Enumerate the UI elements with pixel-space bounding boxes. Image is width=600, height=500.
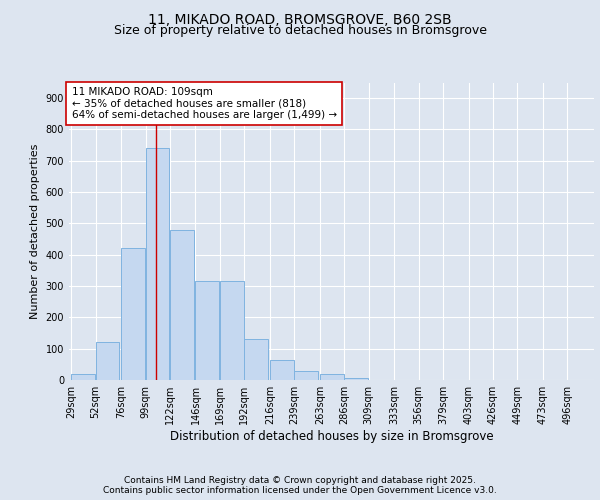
- Bar: [244, 340, 268, 380]
- Bar: [320, 374, 344, 380]
- Text: 11, MIKADO ROAD, BROMSGROVE, B60 2SB: 11, MIKADO ROAD, BROMSGROVE, B60 2SB: [148, 12, 452, 26]
- Bar: [121, 248, 145, 380]
- Bar: [95, 342, 119, 380]
- Bar: [295, 370, 318, 380]
- Text: Contains HM Land Registry data © Crown copyright and database right 2025.
Contai: Contains HM Land Registry data © Crown c…: [103, 476, 497, 495]
- Y-axis label: Number of detached properties: Number of detached properties: [30, 144, 40, 319]
- Bar: [344, 378, 368, 380]
- Bar: [196, 282, 220, 380]
- Bar: [146, 148, 169, 380]
- X-axis label: Distribution of detached houses by size in Bromsgrove: Distribution of detached houses by size …: [170, 430, 493, 443]
- Text: Size of property relative to detached houses in Bromsgrove: Size of property relative to detached ho…: [113, 24, 487, 37]
- Bar: [270, 360, 294, 380]
- Bar: [170, 230, 194, 380]
- Bar: [220, 282, 244, 380]
- Text: 11 MIKADO ROAD: 109sqm
← 35% of detached houses are smaller (818)
64% of semi-de: 11 MIKADO ROAD: 109sqm ← 35% of detached…: [71, 87, 337, 120]
- Bar: [71, 374, 95, 380]
